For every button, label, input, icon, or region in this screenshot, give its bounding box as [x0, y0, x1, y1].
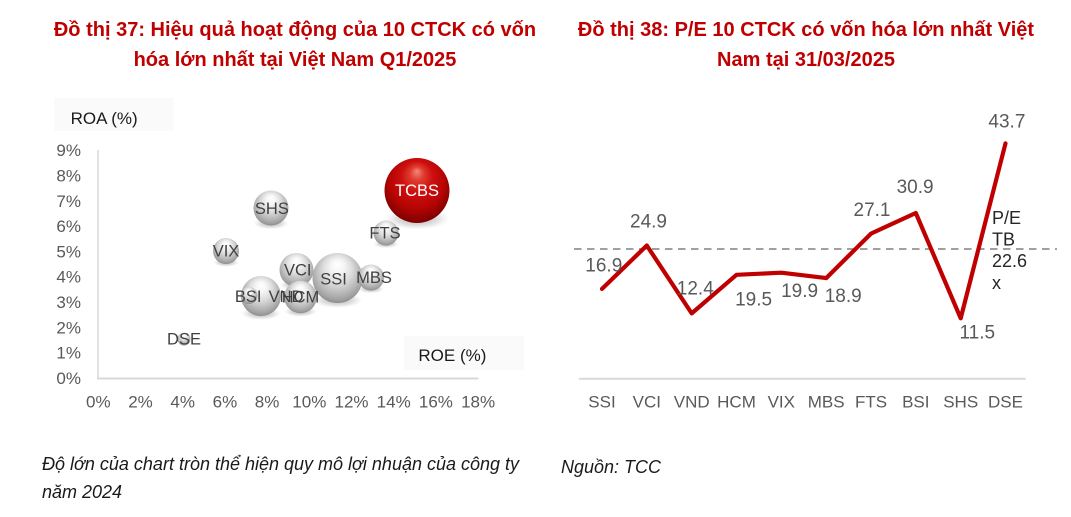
svg-text:P/E: P/E: [992, 208, 1021, 228]
svg-text:6%: 6%: [56, 217, 81, 236]
svg-text:0%: 0%: [86, 393, 111, 412]
svg-text:FTS: FTS: [855, 392, 887, 411]
svg-text:19.5: 19.5: [735, 289, 772, 310]
svg-text:1%: 1%: [56, 344, 81, 363]
svg-text:SHS: SHS: [943, 392, 978, 411]
svg-text:30.9: 30.9: [897, 177, 934, 198]
svg-text:5%: 5%: [56, 242, 81, 261]
svg-text:2%: 2%: [56, 318, 81, 337]
svg-text:VIX: VIX: [213, 243, 240, 261]
svg-text:3%: 3%: [56, 293, 81, 312]
svg-text:VIX: VIX: [768, 392, 795, 411]
svg-text:ROE (%): ROE (%): [418, 346, 486, 365]
svg-text:10%: 10%: [292, 393, 326, 412]
svg-text:BSI: BSI: [902, 392, 929, 411]
svg-text:14%: 14%: [377, 393, 411, 412]
svg-text:16.9: 16.9: [585, 255, 622, 276]
svg-text:FTS: FTS: [369, 225, 400, 243]
svg-text:18.9: 18.9: [825, 286, 862, 307]
svg-text:43.7: 43.7: [988, 112, 1025, 133]
svg-text:SSI: SSI: [588, 392, 615, 411]
svg-text:4%: 4%: [56, 268, 81, 287]
svg-text:BSI: BSI: [235, 288, 262, 306]
svg-text:2%: 2%: [128, 393, 153, 412]
svg-text:HCM: HCM: [717, 392, 756, 411]
svg-text:TCBS: TCBS: [395, 182, 439, 200]
svg-text:12.4: 12.4: [677, 279, 714, 300]
svg-text:0%: 0%: [56, 369, 81, 388]
svg-text:ROA (%): ROA (%): [71, 109, 138, 128]
svg-text:8%: 8%: [56, 167, 81, 186]
svg-text:16%: 16%: [419, 393, 453, 412]
svg-text:6%: 6%: [213, 393, 238, 412]
svg-text:18%: 18%: [461, 393, 495, 412]
svg-text:VCI: VCI: [284, 262, 312, 280]
svg-text:8%: 8%: [255, 393, 280, 412]
svg-text:12%: 12%: [334, 393, 368, 412]
svg-text:DSE: DSE: [167, 331, 201, 349]
svg-text:27.1: 27.1: [854, 200, 891, 221]
svg-text:19.9: 19.9: [781, 281, 818, 302]
svg-text:TB: TB: [992, 230, 1015, 250]
svg-text:24.9: 24.9: [630, 212, 667, 233]
svg-text:7%: 7%: [56, 192, 81, 211]
svg-text:4%: 4%: [170, 393, 195, 412]
svg-text:11.5: 11.5: [960, 323, 996, 344]
svg-text:x: x: [992, 273, 1001, 293]
svg-text:HCM: HCM: [282, 289, 320, 307]
svg-text:SSI: SSI: [320, 271, 347, 289]
svg-text:SHS: SHS: [255, 200, 289, 218]
svg-text:VND: VND: [269, 288, 304, 306]
svg-text:DSE: DSE: [988, 392, 1023, 411]
svg-text:MBS: MBS: [356, 269, 392, 287]
svg-text:MBS: MBS: [808, 392, 845, 411]
svg-text:VCI: VCI: [633, 392, 661, 411]
svg-text:VND: VND: [674, 392, 710, 411]
svg-text:9%: 9%: [56, 141, 81, 160]
svg-text:22.6: 22.6: [992, 251, 1027, 271]
